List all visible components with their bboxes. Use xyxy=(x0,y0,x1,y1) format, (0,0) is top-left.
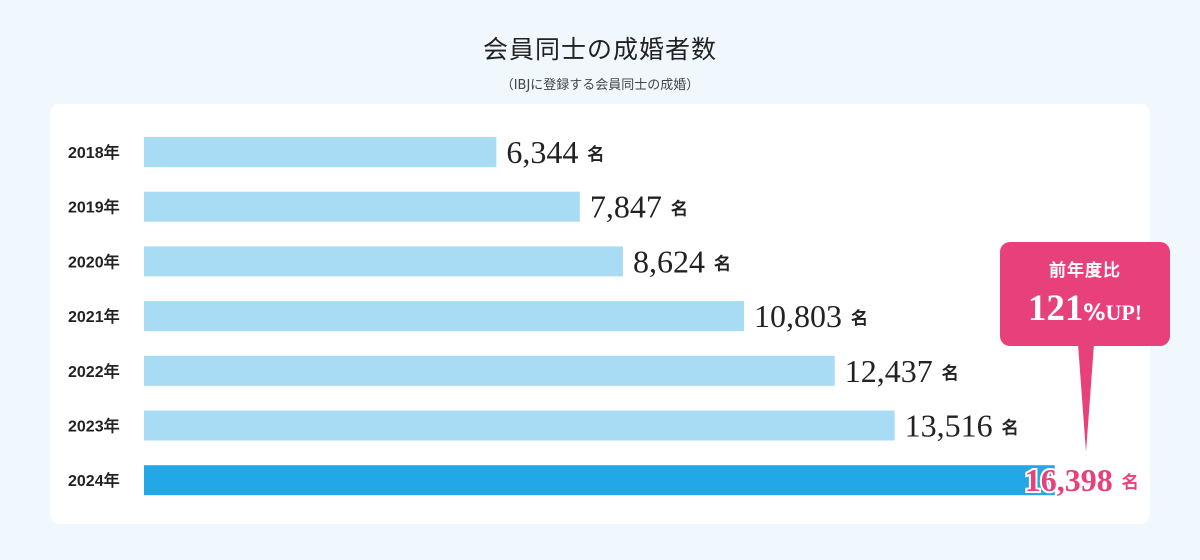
year-label: 2022年 xyxy=(68,362,120,381)
value-label: 10,803 xyxy=(754,298,842,334)
callout-percent: % xyxy=(1083,301,1106,326)
callout-label: 前年度比 xyxy=(1049,261,1121,281)
unit-label: 名 xyxy=(1002,418,1019,439)
callout-value: 121%UP! xyxy=(1000,287,1170,330)
bar xyxy=(144,465,1055,496)
unit-label: 名 xyxy=(671,199,688,220)
value-label: 12,437 xyxy=(845,353,933,389)
year-label: 2021年 xyxy=(68,307,120,326)
unit-label: 名 xyxy=(942,363,959,384)
chart-subtitle: （IBJに登録する会員同士の成婚） xyxy=(500,78,700,93)
unit-label: 名 xyxy=(714,253,731,274)
unit-label: 名 xyxy=(1122,472,1139,493)
bar xyxy=(144,410,895,441)
year-label: 2020年 xyxy=(68,252,120,271)
value-label: 6,344 xyxy=(506,134,578,170)
value-label: 7,847 xyxy=(590,189,662,225)
unit-label: 名 xyxy=(851,308,868,329)
unit-label: 名 xyxy=(587,144,604,165)
bar xyxy=(144,191,580,222)
year-label: 2024年 xyxy=(68,471,120,490)
callout-suffix: UP! xyxy=(1105,300,1143,325)
value-label: 8,624 xyxy=(633,243,705,279)
yoy-callout: 前年度比 121%UP! xyxy=(1000,242,1170,346)
year-label: 2023年 xyxy=(68,417,120,436)
bar xyxy=(144,137,497,167)
bar xyxy=(144,246,623,277)
year-label: 2018年 xyxy=(68,143,120,162)
bar xyxy=(144,301,744,332)
year-label: 2019年 xyxy=(68,198,120,217)
value-label: 13,516 xyxy=(905,408,993,444)
callout-number: 121 xyxy=(1027,288,1084,329)
chart-title: 会員同士の成婚者数 xyxy=(482,35,717,64)
value-label: 16,398 xyxy=(1025,462,1113,498)
bar xyxy=(144,355,835,386)
